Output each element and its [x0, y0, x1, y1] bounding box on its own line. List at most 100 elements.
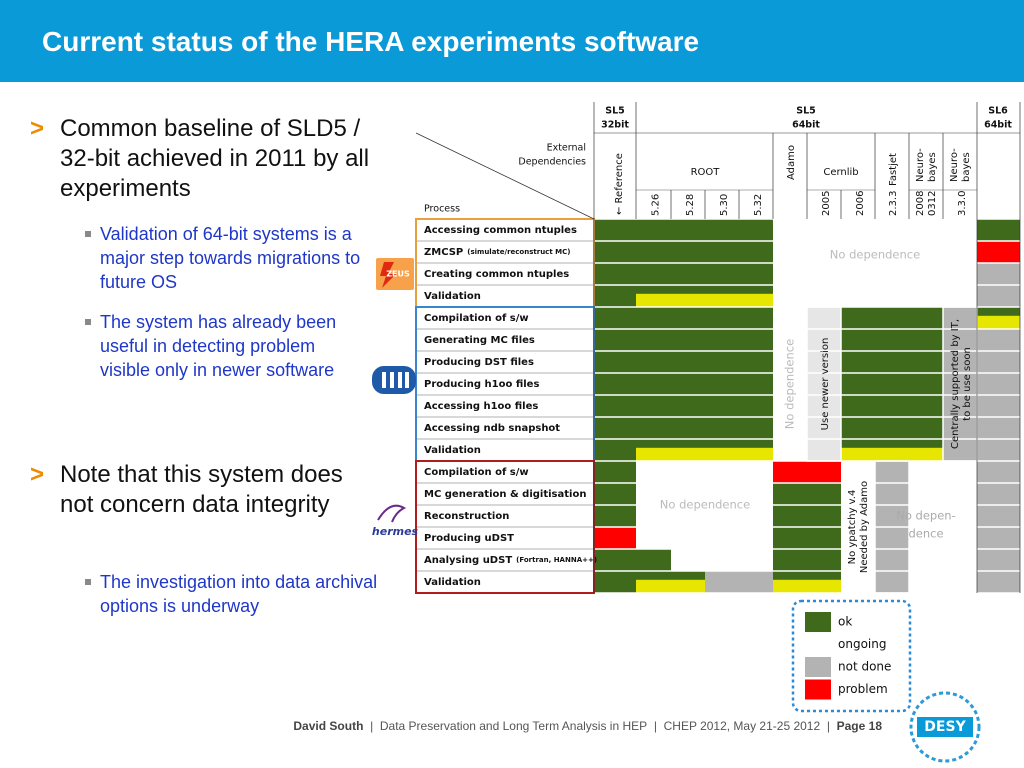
- legend-swatch: [805, 612, 831, 632]
- bullet-marker: >: [30, 115, 45, 142]
- column-label: 5.30: [719, 194, 730, 216]
- sub-bullet: The system has already been useful in de…: [85, 310, 360, 382]
- column-label: 2006: [855, 191, 866, 216]
- cell: [705, 417, 739, 439]
- cell-ongoing: [773, 579, 807, 593]
- cell-ongoing: [636, 293, 671, 307]
- cell: [977, 219, 1020, 241]
- column-label: ← Reference: [614, 153, 625, 215]
- column-label: 5.26: [651, 194, 662, 216]
- note: No dependence: [783, 339, 797, 429]
- cell: [807, 505, 841, 527]
- process-name: MC generation & digitisation: [424, 489, 586, 500]
- title-bar: [0, 0, 1024, 82]
- process-name: Generating MC files: [424, 335, 535, 346]
- column-label: 2005: [821, 191, 832, 216]
- process-name: Accessing common ntuples: [424, 225, 577, 236]
- cell: [739, 307, 773, 329]
- column-label: 5.32: [753, 194, 764, 216]
- cell: [841, 395, 875, 417]
- cell: [773, 505, 807, 527]
- cell: [636, 549, 671, 571]
- cell: [705, 395, 739, 417]
- cell: [841, 351, 875, 373]
- cell: [841, 307, 875, 329]
- process-name: Producing uDST: [424, 533, 514, 544]
- cell: [671, 307, 705, 329]
- legend-label: problem: [838, 682, 888, 696]
- cell: [636, 329, 671, 351]
- cell: [807, 483, 841, 505]
- cell: [977, 373, 1020, 395]
- cell: [977, 285, 1020, 307]
- cell: [739, 571, 773, 593]
- legend-swatch: [805, 657, 831, 677]
- hermes-logo: hermes: [372, 525, 419, 538]
- cell: [909, 329, 943, 351]
- corner-label: Dependencies: [518, 157, 586, 168]
- sub-bullet-marker: [85, 231, 91, 237]
- cell: [841, 329, 875, 351]
- h1-logo-bar: [405, 372, 409, 388]
- cell: [636, 373, 671, 395]
- cell: [909, 307, 943, 329]
- column-label: 2008: [915, 191, 926, 216]
- cell: [636, 219, 671, 241]
- cell: [773, 549, 807, 571]
- cell: [977, 417, 1020, 439]
- cell: [671, 241, 705, 263]
- column-label: bayes: [961, 152, 972, 182]
- process-name: Accessing h1oo files: [424, 401, 538, 412]
- cell: [705, 263, 739, 285]
- bullet: Note that this system does not concern d…: [30, 461, 343, 518]
- cell: [636, 395, 671, 417]
- cell: [841, 373, 875, 395]
- cell-ongoing: [705, 447, 739, 461]
- cell: [807, 527, 841, 549]
- footer-separator: |: [370, 719, 374, 733]
- column-label: Fastjet: [888, 153, 899, 186]
- cell: [977, 241, 1020, 263]
- cell-ongoing: [636, 579, 671, 593]
- cell: [594, 219, 636, 241]
- cell-ongoing: [671, 579, 705, 593]
- process-name: Compilation of s/w: [424, 313, 529, 324]
- platform-label: SL5: [605, 106, 625, 117]
- cell: [594, 461, 636, 483]
- cell-ongoing: [739, 447, 773, 461]
- desy-logo-band: [917, 717, 973, 737]
- cell-ongoing: [671, 293, 705, 307]
- cell: [594, 505, 636, 527]
- process-name: Analysing uDST: [424, 555, 512, 566]
- cell: [671, 263, 705, 285]
- process-note: (simulate/reconstruct MC): [467, 248, 570, 256]
- process-name: Validation: [424, 577, 481, 588]
- cell: [671, 219, 705, 241]
- process-name: Producing DST files: [424, 357, 534, 368]
- cell: [594, 351, 636, 373]
- legend-label: ok: [838, 615, 852, 629]
- merged-cell: [806, 306, 842, 462]
- legend-box: [791, 599, 912, 713]
- column-label: 3.3.0: [957, 191, 968, 216]
- cell: [977, 329, 1020, 351]
- process-name: Reconstruction: [424, 511, 509, 522]
- footer-part: CHEP 2012, May 21-25 2012: [663, 719, 821, 733]
- footer: David South | Data Preservation and Long…: [293, 719, 882, 733]
- cell: [875, 351, 909, 373]
- legend-label: not done: [838, 660, 891, 674]
- process-note: (Fortran, HANNA++): [516, 556, 597, 564]
- column-label: bayes: [927, 152, 938, 182]
- cell: [705, 329, 739, 351]
- cell: [977, 351, 1020, 373]
- sub-bullet-marker: [85, 319, 91, 325]
- cell-ongoing: [671, 447, 705, 461]
- cell: [594, 527, 636, 549]
- process-name: Producing h1oo files: [424, 379, 539, 390]
- cell: [909, 351, 943, 373]
- cell: [594, 483, 636, 505]
- cell: [594, 571, 636, 593]
- slide-title: Current status of the HERA experiments s…: [42, 26, 700, 57]
